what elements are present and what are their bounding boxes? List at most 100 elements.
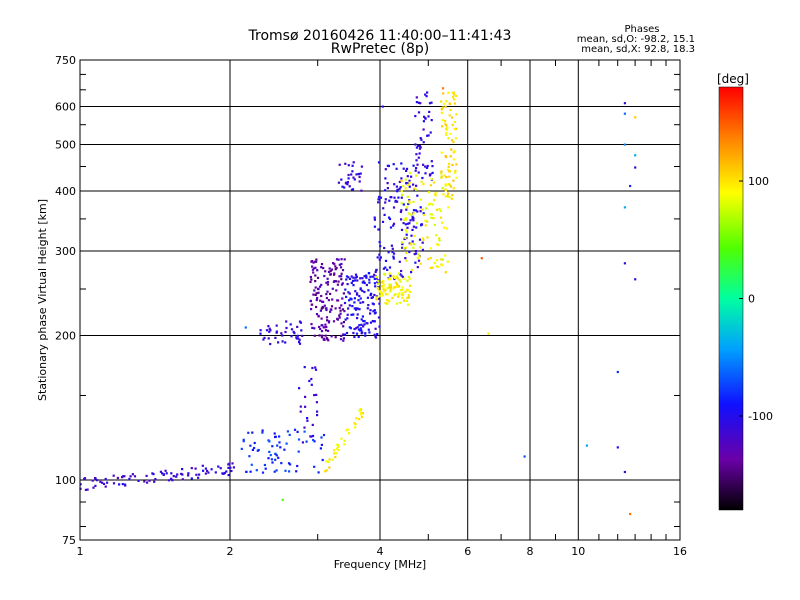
data-point [325,325,328,329]
data-point [381,294,384,297]
data-point [323,326,326,329]
data-point [405,233,408,236]
data-point [406,279,409,282]
data-point [375,268,378,271]
data-point [314,260,317,263]
data-point [388,266,392,269]
data-point [342,337,345,340]
data-point [412,217,415,220]
data-point [378,325,381,328]
data-point [310,383,313,386]
data-point [433,223,436,226]
data-point [345,181,348,184]
data-point [316,414,319,417]
data-point [371,275,374,278]
data-point [356,313,359,316]
data-point [152,473,155,476]
data-point [145,474,148,477]
data-point [379,290,382,293]
data-point [397,272,400,275]
data-point [353,327,356,331]
y-tick-label: 75 [62,534,76,547]
data-point [449,155,452,158]
data-point [388,272,391,275]
data-point [367,328,370,331]
data-point [404,236,407,239]
y-tick-label: 750 [55,54,76,67]
data-point [356,326,359,329]
data-point [190,477,193,480]
data-point [412,212,415,215]
data-point [384,259,388,262]
data-point [346,283,349,286]
data-point [373,293,376,297]
data-point [334,280,338,283]
data-point [408,171,412,174]
x-axis-label: Frequency [MHz] [334,558,426,571]
data-point [181,478,184,481]
data-point [339,312,342,315]
data-point [325,307,328,310]
data-point [359,412,363,415]
data-point [385,293,388,296]
data-point [271,461,274,464]
data-point [242,438,245,441]
x-tick-label: 2 [227,545,234,558]
data-point [280,462,283,465]
data-point [314,266,317,269]
data-point [427,258,430,261]
data-point [406,222,409,225]
data-point [432,217,435,220]
data-point [415,184,418,187]
data-point [423,115,426,118]
data-point [227,466,230,469]
data-point [362,280,365,283]
data-point [313,465,316,468]
data-point [376,256,379,259]
data-point [352,176,355,179]
data-point [378,258,381,261]
colorbar-tick-label: 0 [748,293,755,306]
data-point [325,469,328,472]
data-point [106,481,109,484]
data-point [421,248,424,251]
data-point [232,466,235,469]
data-point [446,260,449,263]
data-point [444,119,447,122]
data-point [351,305,354,308]
data-point [123,475,126,478]
data-point [314,280,317,283]
data-point [357,328,361,331]
data-point [441,125,444,128]
data-point [377,297,381,300]
data-point [298,342,302,345]
data-point [402,277,405,280]
data-point [616,370,619,374]
colorbar-tick-label: -100 [748,410,773,423]
data-point [315,298,318,302]
data-point [274,458,277,461]
data-point [424,224,427,227]
data-point [444,254,447,257]
data-point [312,293,315,296]
data-point [392,206,396,209]
data-point [344,162,347,165]
data-point [421,237,424,240]
data-point [306,419,309,422]
data-point [422,141,425,144]
data-point [403,299,406,302]
data-point [431,203,434,206]
data-point [439,209,442,213]
data-point [315,292,318,295]
data-point [314,293,317,296]
grid-layer [79,60,681,540]
data-point [397,295,400,298]
data-point [452,187,455,190]
data-point [298,320,302,323]
data-point [451,91,454,94]
data-point [410,271,413,274]
data-point [440,100,443,103]
data-point [154,478,157,481]
data-point [121,483,124,486]
data-point [412,209,416,212]
